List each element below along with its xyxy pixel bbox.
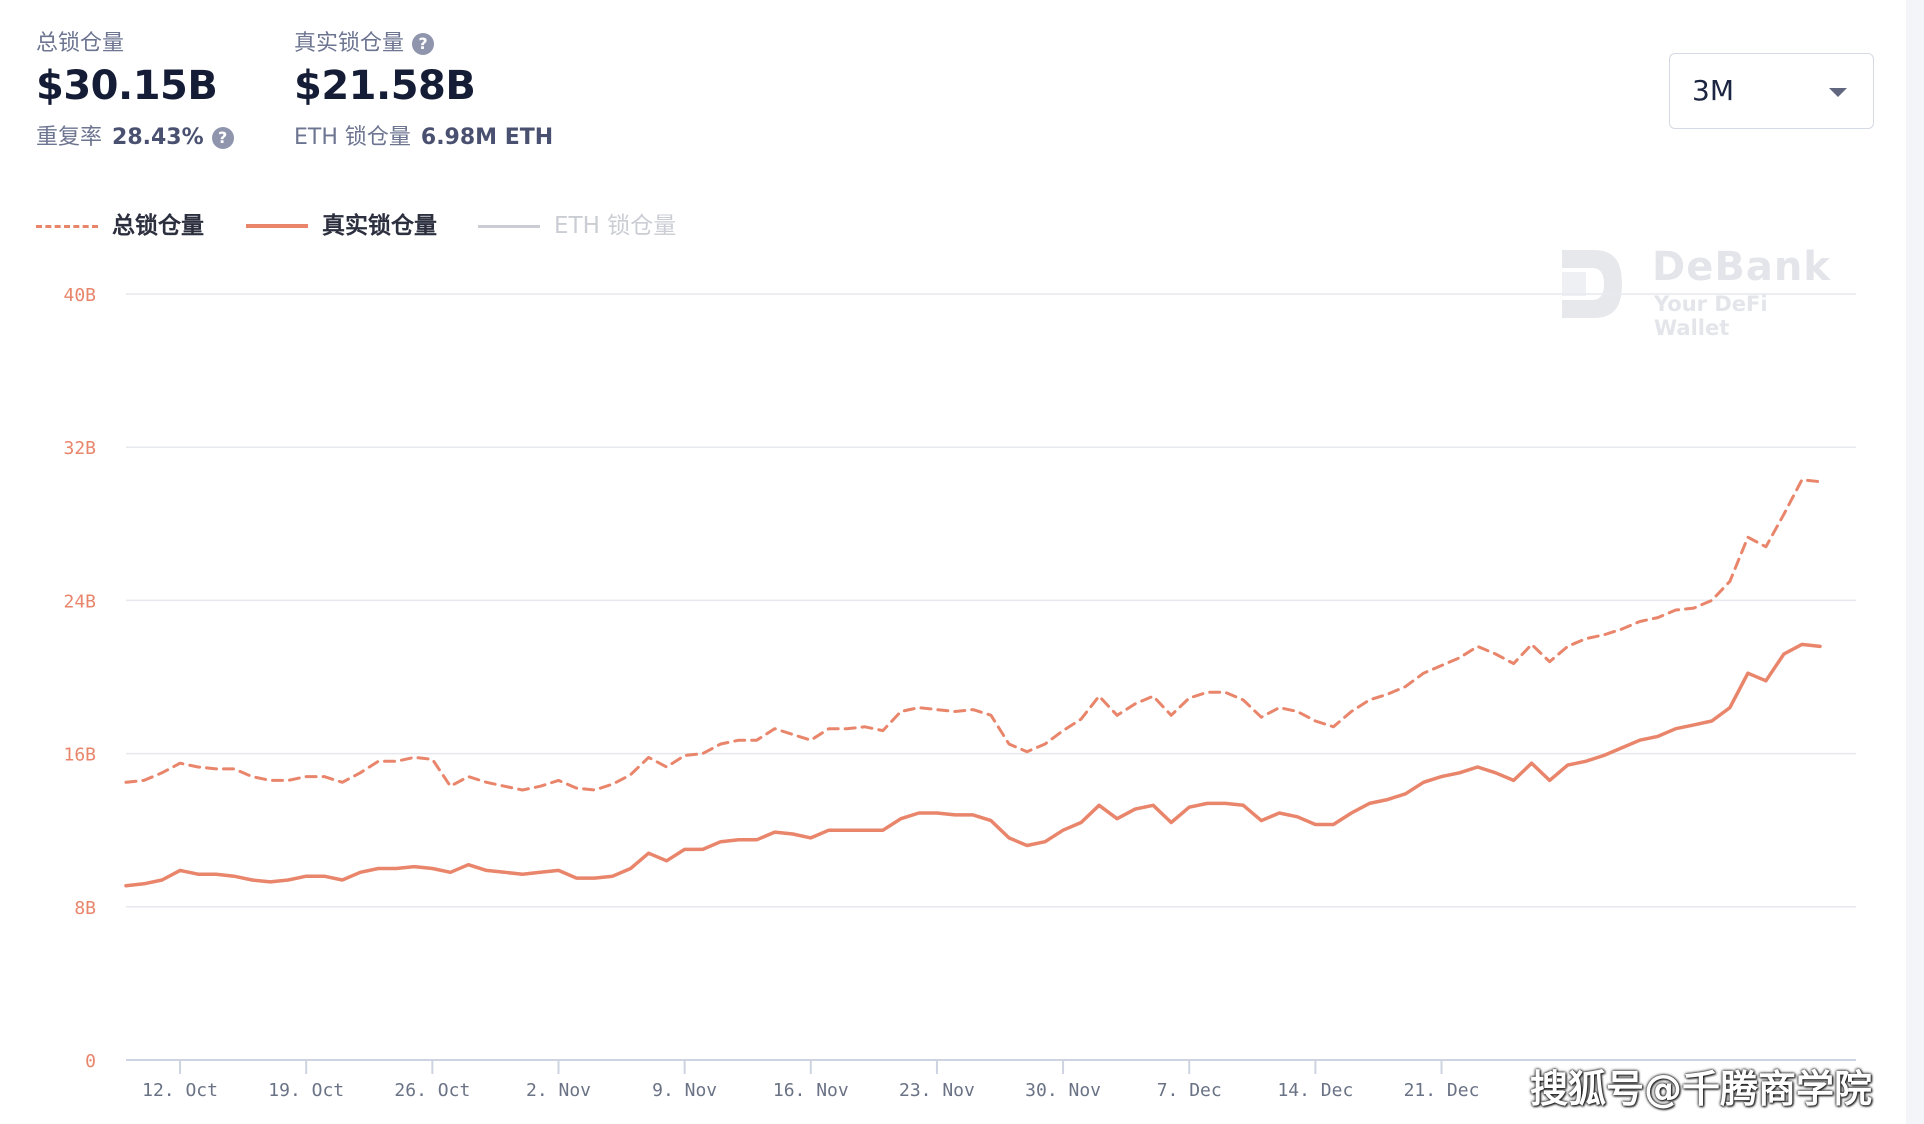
duplicate-rate-label: 重复率	[36, 125, 103, 150]
time-range-select[interactable]: 3M	[1669, 53, 1874, 129]
legend-item-total[interactable]: 总锁仓量	[36, 212, 216, 240]
scrollbar-track[interactable]	[1906, 0, 1924, 1124]
y-tick-label: 40B	[63, 285, 96, 306]
total-tvl-label: 总锁仓量	[36, 31, 125, 56]
watermark-title: DeBank	[1652, 244, 1831, 290]
x-tick-label: 14. Dec	[1277, 1080, 1353, 1101]
real-tvl-label-row: 真实锁仓量?	[294, 30, 475, 58]
legend-dashed-line-icon	[36, 225, 98, 228]
real-tvl-value: $21.58B	[294, 63, 476, 109]
legend-solid-line-icon	[478, 225, 540, 228]
legend-label-total: 总锁仓量	[112, 213, 204, 239]
x-tick-label: 30. Nov	[1025, 1080, 1101, 1101]
y-tick-label: 8B	[74, 898, 96, 919]
legend-item-real[interactable]: 真实锁仓量	[246, 212, 446, 240]
y-tick-label: 32B	[63, 438, 96, 459]
y-tick-label: 24B	[63, 591, 96, 612]
series-line-real	[124, 642, 1822, 888]
debank-watermark: DeBank Your DeFi Wallet	[1560, 244, 1830, 340]
source-watermark-text: 搜狐号@千腾商学院	[1530, 1067, 1873, 1111]
y-tick-label: 0	[85, 1051, 96, 1072]
y-tick-label: 16B	[63, 745, 96, 766]
x-tick-label: 2. Nov	[526, 1080, 591, 1101]
total-tvl-value: $30.15B	[36, 63, 218, 109]
x-tick-label: 16. Nov	[773, 1080, 849, 1101]
time-range-value: 3M	[1692, 74, 1734, 107]
caret-down-icon	[1829, 88, 1847, 97]
x-tick-label: 9. Nov	[652, 1080, 717, 1101]
total-tvl-stat: 总锁仓量 $30.15B	[36, 30, 218, 110]
legend-item-eth[interactable]: ETH 锁仓量	[478, 212, 698, 240]
real-tvl-label: 真实锁仓量	[294, 31, 405, 56]
legend-label-real: 真实锁仓量	[322, 213, 437, 239]
chart-series	[124, 478, 1822, 888]
legend-label-eth: ETH 锁仓量	[554, 213, 677, 239]
x-tick-label: 19. Oct	[268, 1080, 344, 1101]
eth-tvl-value: 6.98M ETH	[420, 125, 554, 150]
duplicate-rate: 重复率 28.43%?	[36, 124, 234, 152]
chart-grid	[126, 293, 1856, 908]
debank-logo-icon	[1562, 250, 1622, 318]
x-tick-label: 7. Dec	[1157, 1080, 1222, 1101]
series-line-total	[124, 478, 1822, 792]
duplicate-rate-value: 28.43%	[112, 125, 204, 150]
help-icon[interactable]: ?	[412, 33, 435, 55]
eth-tvl-label: ETH 锁仓量	[294, 125, 411, 150]
eth-tvl: ETH 锁仓量 6.98M ETH	[294, 124, 553, 152]
help-icon[interactable]: ?	[211, 127, 234, 149]
x-tick-label: 26. Oct	[394, 1080, 470, 1101]
x-tick-label: 12. Oct	[142, 1080, 218, 1101]
y-axis-ticks: 0 8B 16B 24B 32B 40B	[63, 285, 96, 1072]
x-tick-label: 23. Nov	[899, 1080, 975, 1101]
x-tick-label: 21. Dec	[1404, 1080, 1480, 1101]
watermark-subtitle: Your DeFi Wallet	[1654, 292, 1768, 340]
real-tvl-stat: 真实锁仓量? $21.58B	[294, 30, 476, 110]
legend-solid-line-icon	[246, 224, 308, 228]
